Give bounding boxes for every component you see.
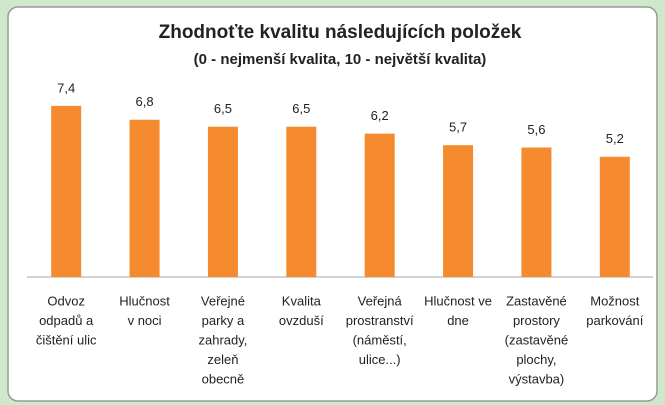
x-tick-label: čištění ulic [36,332,97,347]
data-label: 6,8 [136,94,154,109]
x-tick-label: plochy, [516,352,556,367]
data-label: 7,4 [57,80,75,95]
chart-title: Zhodnoťte kvalitu následujících položek [159,22,522,43]
data-label: 5,6 [527,122,545,137]
x-tick-label: dne [447,313,469,328]
chart-panel [7,6,658,402]
x-tick-label: obecně [202,371,245,386]
bar [443,145,474,277]
data-label: 6,5 [214,101,232,116]
x-tick-label: zahrady, [198,332,247,347]
x-tick-label: Zastavěné [506,293,567,308]
data-label: 5,2 [606,131,624,146]
bar [207,126,238,277]
x-tick-label: v noci [128,313,162,328]
data-label: 5,7 [449,120,467,135]
x-tick-label: zeleň [207,352,238,367]
x-tick-label: Veřejná [358,293,403,308]
x-tick-label: Hlučnost ve [424,293,492,308]
data-label: 6,2 [371,108,389,123]
x-tick-label: prostranství [346,313,414,328]
bar [129,119,160,277]
x-tick-label: prostory [513,313,560,328]
x-tick-label: Hlučnost [119,293,170,308]
x-tick-label: (zastavěné [505,332,569,347]
x-tick-label: parkování [586,313,643,328]
bar [364,133,395,277]
x-tick-label: ovzduší [279,313,324,328]
chart-subtitle: (0 - nejmenší kvalita, 10 - největší kva… [194,51,487,68]
bar [599,156,630,277]
x-tick-label: ulice...) [359,352,401,367]
x-tick-label: Možnost [590,293,640,308]
bar [521,147,552,277]
x-tick-label: Odvoz [47,293,85,308]
x-tick-label: Veřejné [201,293,245,308]
x-tick-label: výstavba) [509,371,565,386]
x-tick-label: odpadů a [39,313,94,328]
x-tick-label: parky a [202,313,245,328]
x-tick-label: Kvalita [282,293,322,308]
bar [286,126,317,277]
x-tick-label: (náměstí, [353,332,407,347]
data-label: 6,5 [292,101,310,116]
bar [51,105,82,277]
